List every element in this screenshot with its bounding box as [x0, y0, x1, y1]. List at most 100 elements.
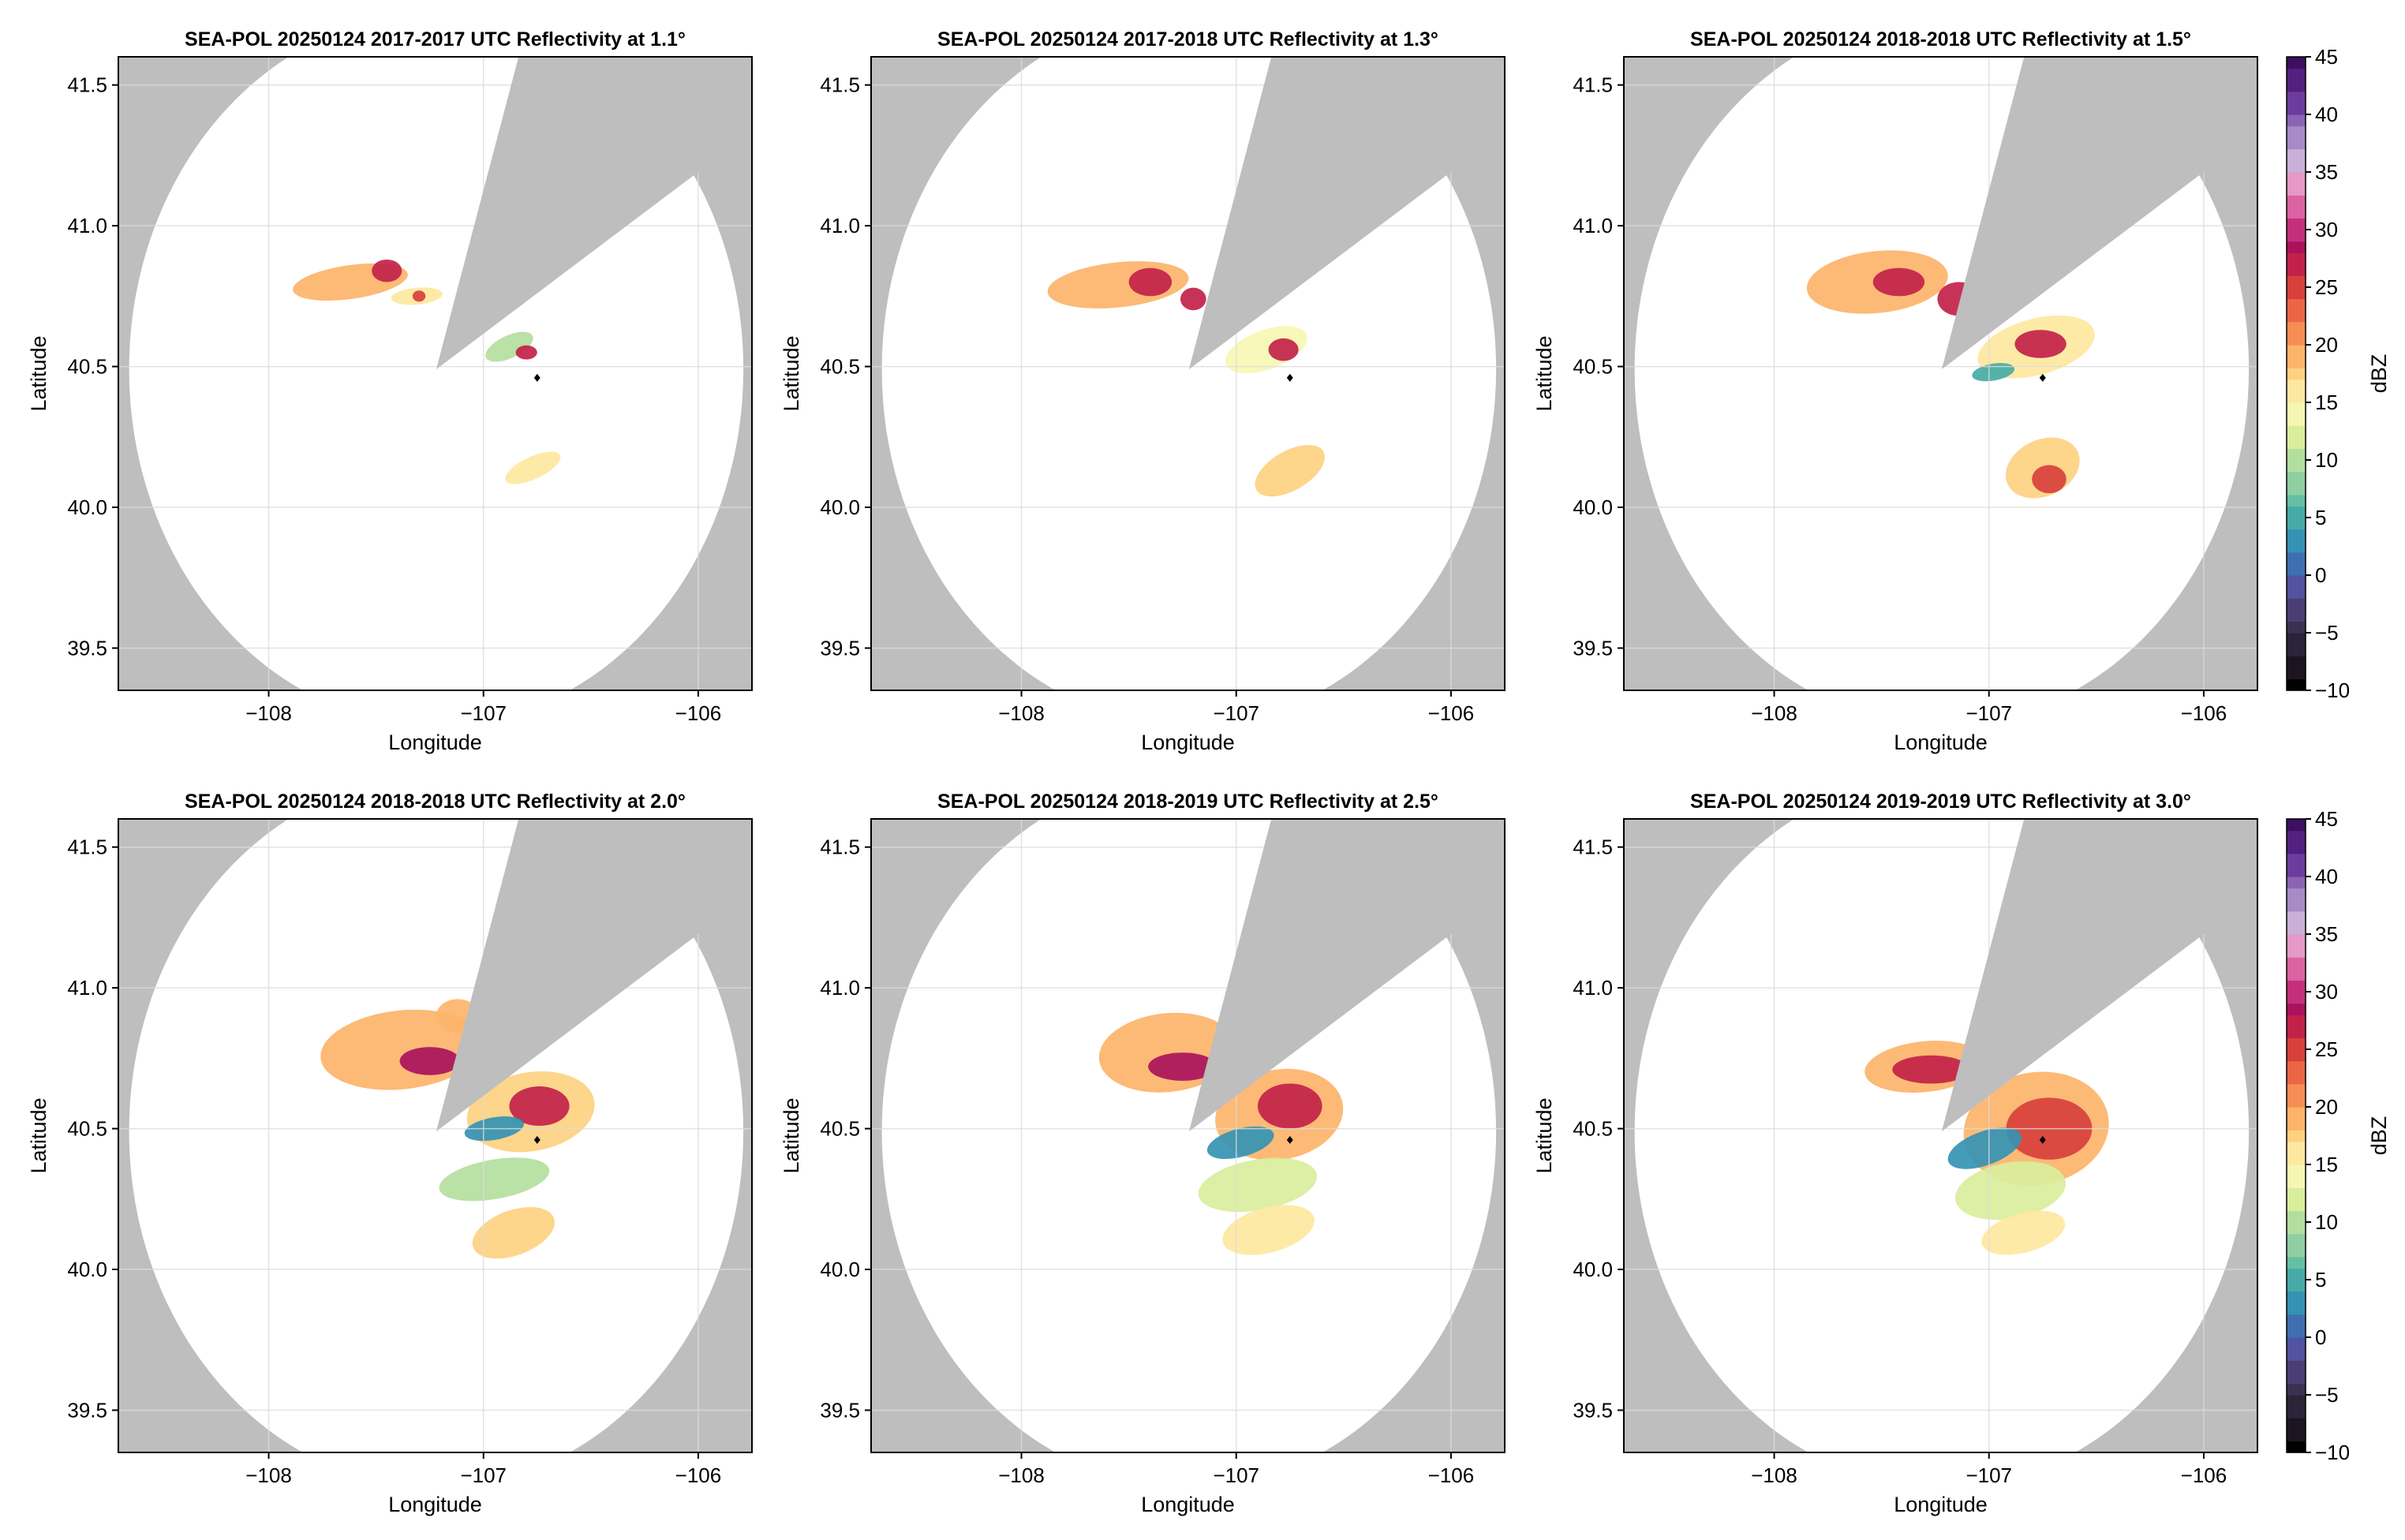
- colorbar-segment: [2287, 1348, 2306, 1361]
- colorbar-segment: [2287, 633, 2306, 645]
- colorbar-segment: [2287, 598, 2306, 611]
- panel-title: SEA-POL 20250124 2017-2017 UTC Reflectiv…: [185, 28, 686, 50]
- x-tick-label: −106: [675, 701, 722, 725]
- colorbar-2: 45 40 35 30 25 20 15 10 5 0 −5 −10 dBZ: [2286, 807, 2391, 1464]
- colorbar-tick-label: 35: [2315, 922, 2338, 946]
- colorbar-tick-label: 40: [2315, 103, 2338, 126]
- colorbar-segment: [2287, 934, 2306, 947]
- colorbar-segment: [2287, 1303, 2306, 1315]
- echo-6: [1198, 1157, 1318, 1213]
- colorbar-segment: [2287, 1291, 2306, 1303]
- colorbar-frame: [2286, 818, 2306, 1453]
- colorbar-segment: [2287, 1268, 2306, 1280]
- colorbar-segment: [2287, 413, 2306, 426]
- colorbar-segment: [2287, 1314, 2306, 1326]
- y-tick-label: 40.0: [820, 495, 860, 519]
- y-tick-label: 40.5: [67, 355, 107, 379]
- colorbar-segment: [2287, 644, 2306, 656]
- colorbar-segment: [2287, 853, 2306, 865]
- echo-2: [372, 259, 402, 282]
- colorbar-tick-label: 40: [2315, 865, 2338, 888]
- colorbar-segment: [2287, 922, 2306, 935]
- colorbar-segment: [2287, 1049, 2306, 1062]
- echo-6: [515, 345, 537, 360]
- colorbar-tick-label: 45: [2315, 45, 2338, 69]
- echo-7: [505, 451, 561, 484]
- y-tick-label: 41.0: [67, 976, 107, 1000]
- colorbar-segment: [2287, 298, 2306, 311]
- colorbar-tick-label: 30: [2315, 980, 2338, 1004]
- colorbar-segment: [2287, 379, 2306, 391]
- colorbar-segment: [2287, 992, 2306, 1004]
- y-tick-label: 41.5: [1573, 835, 1613, 859]
- colorbar-segment: [2287, 460, 2306, 473]
- radar-panel-5: −108 −107 −106 39.5 40.0 40.5 41.0 41.5 SEA-POL …: [780, 791, 1505, 1516]
- plot-area: [118, 57, 752, 690]
- echo-3: [1180, 287, 1206, 311]
- y-tick-label: 41.0: [1573, 976, 1613, 1000]
- colorbar-segment: [2287, 103, 2306, 115]
- colorbar-segment: [2287, 333, 2306, 346]
- site-marker: [1286, 373, 1293, 382]
- colorbar-segment: [2287, 540, 2306, 553]
- colorbar-segment: [2287, 957, 2306, 970]
- colorbar-segment: [2287, 471, 2306, 484]
- panel-title: SEA-POL 20250124 2018-2018 UTC Reflectiv…: [185, 791, 686, 813]
- colorbar-tick-label: −10: [2315, 1441, 2350, 1464]
- colorbar-tick-label: 25: [2315, 1037, 2338, 1061]
- y-tick-label: 40.0: [1573, 1258, 1613, 1281]
- colorbar-segment: [2287, 345, 2306, 357]
- y-tick-label: 40.0: [1573, 495, 1613, 519]
- x-tick-label: −106: [2181, 701, 2227, 725]
- colorbar-tick-label: −10: [2315, 678, 2350, 702]
- colorbar-segment: [2287, 310, 2306, 323]
- colorbar-segment: [2287, 356, 2306, 368]
- colorbar-segment: [2287, 563, 2306, 576]
- colorbar-segment: [2287, 586, 2306, 599]
- y-axis-label: Latitude: [27, 335, 50, 411]
- colorbar-segment: [2287, 68, 2306, 80]
- x-tick-label: −106: [2181, 1463, 2227, 1487]
- colorbar-tick-label: 0: [2315, 563, 2326, 587]
- colorbar-segment: [2287, 830, 2306, 843]
- colorbar-label: dBZ: [2367, 354, 2391, 394]
- colorbar-tick-label: 5: [2315, 506, 2326, 529]
- colorbar-segment: [2287, 125, 2306, 138]
- plot-frame: [870, 56, 1505, 691]
- colorbar-segment: [2287, 1072, 2306, 1085]
- colorbar-tick-label: 20: [2315, 333, 2338, 357]
- y-tick-label: 41.0: [1573, 214, 1613, 237]
- colorbar-segment: [2287, 1222, 2306, 1235]
- site-marker: [2039, 1135, 2046, 1144]
- y-tick-label: 40.0: [820, 1258, 860, 1281]
- x-tick-label: −106: [1428, 1463, 1475, 1487]
- colorbar-segment: [2287, 842, 2306, 854]
- x-axis-label: Longitude: [388, 1493, 482, 1516]
- colorbar-segment: [2287, 148, 2306, 161]
- echo-5: [2014, 330, 2067, 358]
- y-axis-label: Latitude: [1532, 335, 1556, 411]
- x-tick-label: −107: [1213, 1463, 1259, 1487]
- blocked-sector: [436, 57, 752, 370]
- colorbar-segment: [2287, 206, 2306, 219]
- colorbar-segment: [2287, 1395, 2306, 1407]
- colorbar-segment: [2287, 436, 2306, 449]
- x-tick-label: −107: [1213, 701, 1259, 725]
- radar-panel-4: −108 −107 −106 39.5 40.0 40.5 41.0 41.5 SEA-POL …: [27, 791, 753, 1516]
- echo-5: [1206, 1126, 1274, 1160]
- y-tick-label: 41.0: [67, 214, 107, 237]
- colorbar-segment: [2287, 1233, 2306, 1246]
- colorbar-segment: [2287, 621, 2306, 634]
- y-tick-label: 39.5: [1573, 1398, 1613, 1422]
- x-tick-label: −106: [675, 1463, 722, 1487]
- blocked-sector: [436, 819, 752, 1132]
- colorbar-segment: [2287, 264, 2306, 276]
- colorbar-segment: [2287, 1153, 2306, 1165]
- colorbar-segment: [2287, 529, 2306, 541]
- x-tick-label: −108: [1751, 701, 1797, 725]
- colorbar-segment: [2287, 678, 2306, 691]
- x-tick-label: −107: [1966, 1463, 2012, 1487]
- colorbar-segment: [2287, 1141, 2306, 1153]
- plot-area: [871, 819, 1505, 1452]
